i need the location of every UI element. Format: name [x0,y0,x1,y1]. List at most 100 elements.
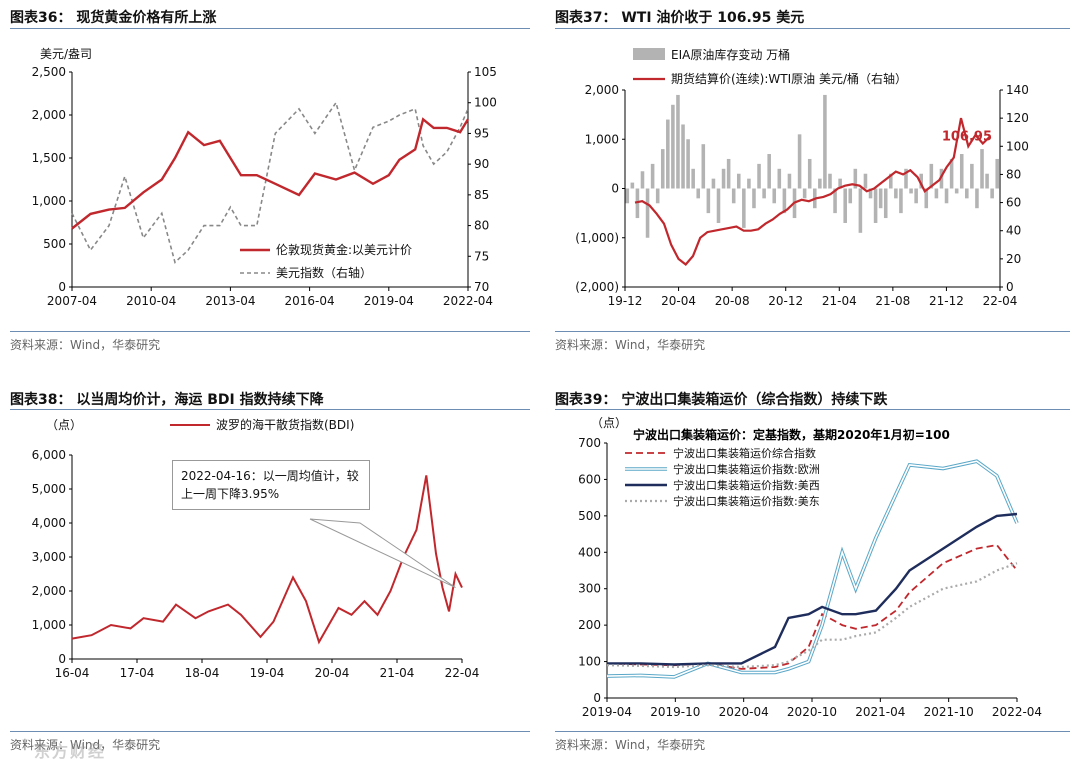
y-tick-label: (2,000) [575,280,619,294]
bar-inventory-change [731,188,736,204]
chart39-bottom-rule [555,731,1070,732]
y-tick-label: 2,000 [32,584,66,598]
chart37-plot: (2,000) (1,000) 0 1,000 2,000 0 20 40 60 80 100 120… [575,47,1029,308]
chart37-top-rule [555,28,1070,29]
legend-swatch-inventory [633,48,665,60]
series-line-europe-outline [606,459,1019,679]
y-tick-label: 6,000 [32,448,66,462]
bar-inventory-change [944,188,949,204]
bar-inventory-change [954,188,959,194]
y-tick-label: 400 [578,545,601,559]
bar-inventory-change [787,173,792,189]
bar-inventory-change [990,188,994,199]
bar-inventory-change [706,188,711,214]
y2-tick-label: 60 [1006,196,1021,210]
chart39-plot: 0 100 200 300 400 500 600 700 2019-04 2019-10 2020… [578,416,1042,719]
x-tick-label: 2022-04 [992,705,1042,719]
x-tick-label: 2020-10 [787,705,837,719]
x-tick-label: 16-04 [55,666,90,680]
y2-tick-label: 40 [1006,224,1021,238]
y-tick-label: 0 [58,280,66,294]
chart38-source: 资料来源：Wind，华泰研究 [10,738,161,752]
bar-inventory-change [762,188,766,199]
bar-inventory-change [873,188,878,223]
y-tick-label: 0 [611,182,619,196]
bar-inventory-change [965,188,969,199]
bar-inventory-change [645,188,650,238]
bar-inventory-change [686,139,690,189]
bar-inventory-change [802,188,807,199]
bar-inventory-change [660,149,665,189]
legend-label-2: 宁波出口集装箱运价指数:美西 [673,478,820,492]
y-tick-label: 4,000 [32,516,66,530]
series-line-us-west [607,512,1018,666]
y-axis-title: （点） [591,416,627,430]
bar-inventory-change [681,124,685,189]
y-tick-label: 500 [43,237,66,251]
x-tick-label: 2019-04 [582,705,632,719]
bar-inventory-change [934,188,939,199]
bar-inventory-change [904,168,908,189]
chart37-title: 图表37： WTI 油价收于 106.95 美元 [555,10,805,26]
bar-inventory-change [711,178,716,189]
y-tick-label: 1,000 [32,194,66,208]
bar-inventory-change [929,163,934,189]
bar-inventory-change [721,168,726,189]
x-tick-label: 2020-04 [719,705,769,719]
x-tick-label: 22-04 [983,294,1018,308]
legend-label-gold: 伦敦现货黄金:以美元计价 [276,242,412,257]
chart36-top-rule [10,28,530,29]
bar-inventory-change [676,94,680,189]
y-tick-label: 0 [593,691,601,705]
legend-label-3: 宁波出口集装箱运价指数:美东 [673,494,820,508]
bar-inventory-change [985,173,989,189]
series-line-us-east [606,562,1018,669]
y2-tick-label: 85 [474,188,489,202]
chart39-title: 图表39： 宁波出口集装箱运价（综合指数）持续下跌 [555,392,888,408]
x-tick-label: 20-04 [661,294,696,308]
y-axis-title: （点） [46,418,82,432]
watermark: 东方财经 [34,742,107,761]
y-tick-label: 100 [578,655,601,669]
bar-inventory-change [691,168,695,189]
chart38-bottom-rule [10,731,530,732]
bar-inventory-change [838,178,842,189]
bar-inventory-change [853,168,858,189]
x-tick-label: 18-04 [185,666,220,680]
y2-tick-label: 90 [474,157,489,171]
y-tick-label: 2,000 [32,108,66,122]
series-line-gold [71,117,470,230]
chart36-bottom-rule [10,331,530,332]
series-line-europe-core [606,460,1018,678]
x-tick-label: 22-04 [445,666,480,680]
bar-inventory-change [894,188,898,199]
y-tick-label: 1,500 [32,151,66,165]
bar-inventory-change [742,188,746,228]
x-tick-label: 2016-04 [285,294,335,308]
x-tick-label: 17-04 [120,666,155,680]
x-tick-label: 2013-04 [205,294,255,308]
bar-inventory-change [828,173,832,189]
bar-inventory-change [868,188,873,199]
bar-inventory-change [858,188,863,233]
chart37-bottom-rule [555,331,1070,332]
y-tick-label: (1,000) [575,231,619,245]
y2-tick-label: 95 [474,126,489,140]
bar-inventory-change [726,158,731,189]
bar-inventory-change [995,158,999,189]
bar-inventory-change [630,182,635,189]
bar-inventory-change [696,188,701,199]
bar-inventory-change [752,188,756,209]
legend-label-bdi: 波罗的海干散货指数(BDI) [216,417,354,432]
x-tick-label: 2021-10 [924,705,974,719]
x-tick-label: 20-12 [768,294,803,308]
bar-inventory-change [970,163,974,189]
legend-label-0: 宁波出口集装箱运价综合指数 [673,446,816,460]
bar-inventory-change [818,178,822,189]
bar-inventory-change [980,149,984,189]
y2-tick-label: 70 [474,280,489,294]
x-tick-label: 2021-04 [855,705,905,719]
x-tick-label: 19-04 [250,666,285,680]
bar-inventory-change [747,178,751,189]
bar-inventory-change [909,188,913,194]
